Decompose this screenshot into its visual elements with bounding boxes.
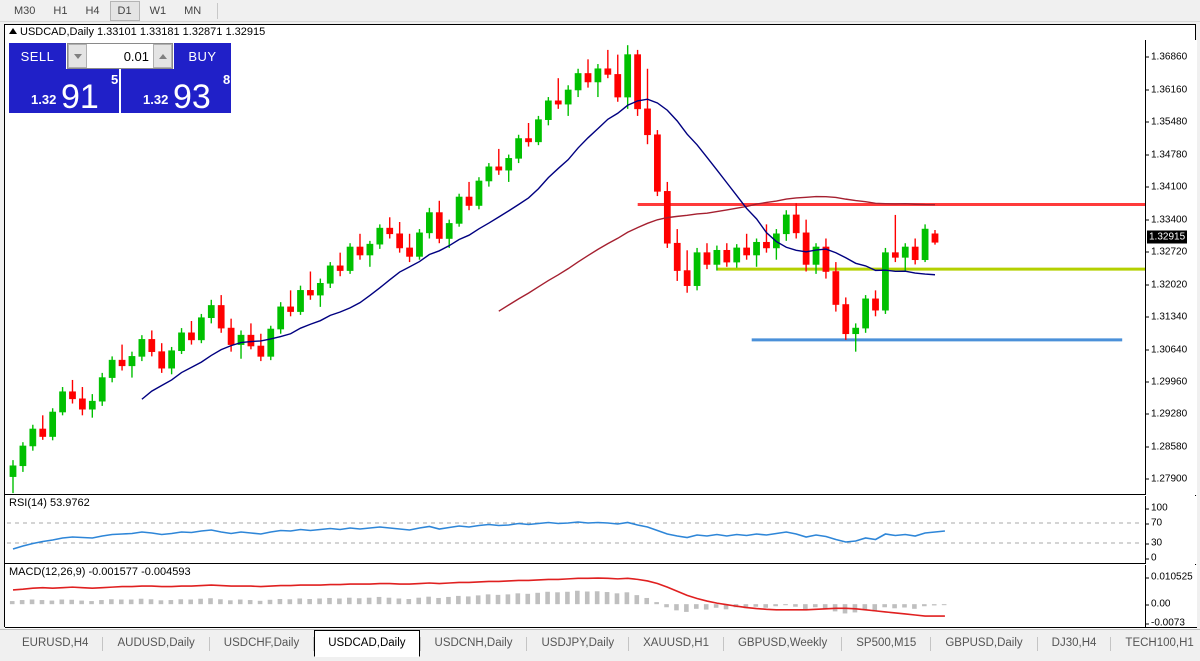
macd-tick: 0.00: [1145, 598, 1171, 610]
price-tick: 1.29280: [1145, 408, 1188, 420]
buy-price-main: 93: [173, 78, 211, 116]
timeframe-button-d1[interactable]: D1: [109, 0, 140, 21]
tab-divider: [841, 637, 843, 651]
candlestick-chart: [9, 45, 1145, 494]
price-tick: 1.34780: [1145, 149, 1188, 161]
price-tick: 1.27900: [1145, 473, 1188, 485]
sell-price-prefix: 1.32: [31, 92, 57, 107]
macd-axis: 0.010525 0.00 -0.0073: [1145, 565, 1197, 629]
tab-divider: [1110, 637, 1112, 651]
tab-divider: [1036, 637, 1038, 651]
timeframe-button-mn[interactable]: MN: [184, 4, 202, 17]
volume-increase-button[interactable]: [153, 44, 172, 68]
price-pane[interactable]: [5, 40, 1145, 495]
chart-tabs-bar: EURUSD,H4 AUDUSD,Daily USDCHF,Daily USDCAD,…: [0, 629, 1200, 661]
price-tick: 1.28580: [1145, 441, 1188, 453]
price-tick: 1.35480: [1145, 116, 1188, 128]
tab-divider: [628, 637, 630, 651]
rsi-tick: 30: [1145, 537, 1163, 549]
price-tick: 1.32020: [1145, 279, 1188, 291]
price-tick: 1.29960: [1145, 376, 1188, 388]
chart-title-text: USDCAD,Daily 1.33101 1.33181 1.32871 1.3…: [20, 26, 266, 38]
price-tick: 1.36860: [1145, 51, 1188, 62]
macd-pane[interactable]: MACD(12,26,9) -0.001577 -0.004593: [5, 565, 1145, 627]
rsi-tick: 70: [1145, 517, 1163, 529]
one-click-trading-panel: SELL 0.01 BUY 1.32 91 5 1.32 93 8: [9, 43, 231, 116]
price-tick: 1.34100: [1145, 181, 1188, 193]
timeframe-button-h1[interactable]: H1: [53, 4, 68, 17]
timeframe-button-m30[interactable]: M30: [14, 4, 36, 17]
buy-button[interactable]: BUY: [174, 43, 231, 69]
tab-xauusd-h1[interactable]: XAUUSD,H1: [643, 637, 709, 649]
volume-input[interactable]: 0.01: [67, 43, 173, 69]
volume-decrease-button[interactable]: [68, 44, 87, 68]
price-tick: 1.30640: [1145, 344, 1188, 356]
tab-divider: [102, 637, 104, 651]
sell-button[interactable]: SELL: [9, 43, 66, 69]
collapse-triangle-icon[interactable]: [9, 28, 17, 34]
volume-value[interactable]: 0.01: [123, 48, 149, 64]
chart-title-bar: USDCAD,Daily 1.33101 1.33181 1.32871 1.3…: [5, 25, 1195, 40]
current-price-label: 1.32915: [1147, 230, 1188, 243]
macd-tick: 0.010525: [1146, 571, 1193, 583]
toolbar-divider: [217, 2, 219, 19]
buy-price-prefix: 1.32: [143, 92, 169, 107]
macd-chart: [9, 577, 947, 617]
price-axis[interactable]: 1.36860 1.36160 1.35480 1.34780 1.34100 1.334…: [1145, 40, 1197, 495]
buy-price-fraction: 8: [223, 72, 231, 87]
tab-divider: [208, 637, 210, 651]
timeframe-button-h4[interactable]: H4: [85, 4, 100, 17]
sell-price-fraction: 5: [111, 72, 119, 87]
sell-price-quote[interactable]: 1.32 91 5: [9, 69, 119, 116]
timeframe-toolbar: M30 H1 H4 D1 W1 MN: [0, 0, 1200, 22]
tab-gbpusd-weekly[interactable]: GBPUSD,Weekly: [737, 637, 828, 649]
tab-divider: [722, 637, 724, 651]
tab-divider: [526, 637, 528, 651]
tab-usdchf-daily[interactable]: USDCHF,Daily: [223, 637, 300, 649]
tab-dj30-h4[interactable]: DJ30,H4: [1051, 637, 1097, 649]
tab-divider: [313, 637, 315, 651]
rsi-label: RSI(14) 53.9762: [9, 497, 90, 509]
macd-tick: -0.0073: [1146, 617, 1185, 629]
price-tick: 1.32720: [1145, 246, 1188, 258]
rsi-chart: [7, 521, 1143, 550]
tab-gbpusd-daily[interactable]: GBPUSD,Daily: [945, 637, 1023, 649]
tab-divider: [419, 637, 421, 651]
tab-usdjpy-daily[interactable]: USDJPY,Daily: [541, 637, 615, 649]
price-tick: 1.33400: [1145, 214, 1188, 226]
tab-sp500-m15[interactable]: SP500,M15: [856, 637, 917, 649]
tab-audusd-daily[interactable]: AUDUSD,Daily: [117, 637, 195, 649]
chart-window: USDCAD,Daily 1.33101 1.33181 1.32871 1.3…: [4, 24, 1197, 643]
rsi-tick: 100: [1146, 502, 1168, 514]
macd-label: MACD(12,26,9) -0.001577 -0.004593: [9, 566, 191, 578]
tab-tech100-h1[interactable]: TECH100,H1: [1125, 637, 1194, 649]
rsi-axis: 100 70 30 0: [1145, 496, 1197, 564]
price-tick: 1.31340: [1145, 311, 1188, 323]
sell-price-main: 91: [61, 78, 99, 116]
price-tick: 1.36160: [1145, 84, 1188, 95]
tab-divider: [930, 637, 932, 651]
tab-usdcad-daily[interactable]: USDCAD,Daily: [314, 630, 420, 657]
rsi-pane[interactable]: RSI(14) 53.9762: [5, 496, 1145, 564]
rsi-tick: 0: [1146, 552, 1157, 564]
buy-price-quote[interactable]: 1.32 93 8: [121, 69, 231, 116]
timeframe-button-w1[interactable]: W1: [149, 4, 167, 17]
tab-eurusd-h4[interactable]: EURUSD,H4: [22, 637, 89, 649]
tab-usdcnh-daily[interactable]: USDCNH,Daily: [434, 637, 513, 649]
